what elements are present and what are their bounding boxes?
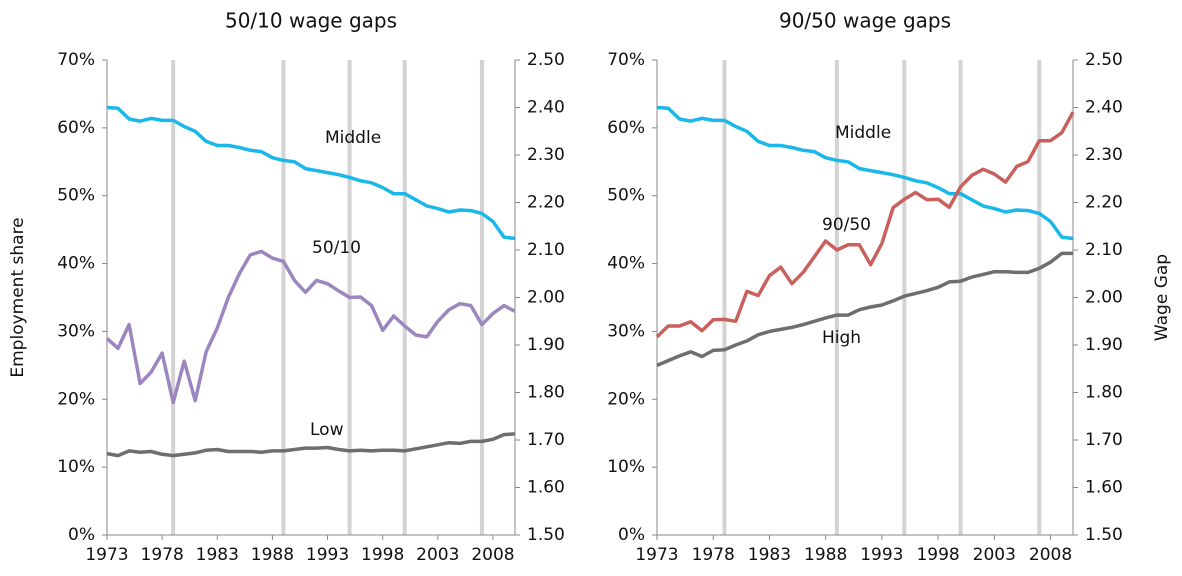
- y-tick-label: 50%: [57, 186, 95, 206]
- x-tick-label: 1993: [860, 545, 903, 565]
- chart-title: 50/10 wage gaps: [225, 9, 397, 33]
- y-tick-label: 0%: [68, 525, 95, 545]
- y2-tick-label: 1.90: [1085, 335, 1123, 355]
- y2-tick-label: 2.00: [527, 288, 565, 308]
- y2-tick-label: 2.20: [1085, 193, 1123, 213]
- x-tick-label: 1973: [635, 545, 678, 565]
- series-line: [105, 249, 516, 405]
- x-tick-label: 2003: [973, 545, 1016, 565]
- chart-title: 90/50 wage gaps: [779, 9, 951, 33]
- x-tick-label: 1998: [361, 545, 404, 565]
- x-tick-label: 1978: [141, 545, 184, 565]
- y2-tick-label: 1.80: [1085, 383, 1123, 403]
- y2-tick-label: 2.40: [527, 98, 565, 118]
- series-line: [106, 432, 516, 458]
- y-tick-label: 30%: [607, 321, 645, 341]
- y2-tick-label: 2.50: [1085, 50, 1123, 70]
- y2-tick-label: 2.30: [1085, 145, 1123, 165]
- y2-tick-label: 1.50: [527, 525, 565, 545]
- x-tick-label: 1983: [196, 545, 239, 565]
- y2-tick-label: 1.90: [527, 335, 565, 355]
- y2-tick-label: 1.70: [1085, 430, 1123, 450]
- y2-tick-label: 2.50: [527, 50, 565, 70]
- x-tick-label: 1988: [251, 545, 294, 565]
- y-tick-label: 20%: [607, 389, 645, 409]
- y2-tick-label: 1.60: [527, 478, 565, 498]
- x-tick-label: 1988: [804, 545, 847, 565]
- y-tick-label: 60%: [57, 118, 95, 138]
- x-tick-label: 2008: [471, 545, 514, 565]
- series-label: Middle: [325, 128, 381, 148]
- y-tick-label: 50%: [607, 186, 645, 206]
- x-tick-label: 1993: [306, 545, 349, 565]
- y-tick-label: 40%: [607, 254, 645, 274]
- series-label: 50/10: [312, 238, 361, 258]
- x-tick-label: 2008: [1029, 545, 1072, 565]
- y-tick-label: 10%: [607, 457, 645, 477]
- y2-tick-label: 2.10: [1085, 240, 1123, 260]
- y-axis-label: Employment share: [8, 217, 28, 377]
- series-label: Low: [310, 420, 344, 440]
- x-tick-label: 1983: [748, 545, 791, 565]
- y-tick-label: 70%: [57, 50, 95, 70]
- x-tick-label: 2003: [416, 545, 459, 565]
- y2-tick-label: 1.60: [1085, 478, 1123, 498]
- x-tick-label: 1973: [85, 545, 128, 565]
- y-tick-label: 20%: [57, 389, 95, 409]
- y-tick-label: 0%: [618, 525, 645, 545]
- series-label: High: [822, 328, 861, 348]
- series-line: [655, 111, 1075, 339]
- y2-tick-label: 2.00: [1085, 288, 1123, 308]
- series-label: Middle: [835, 123, 891, 143]
- series-line: [106, 105, 516, 241]
- y-tick-label: 40%: [57, 254, 95, 274]
- y2-tick-label: 1.50: [1085, 525, 1123, 545]
- x-tick-label: 1978: [692, 545, 735, 565]
- y-tick-label: 10%: [57, 457, 95, 477]
- y2-tick-label: 2.10: [527, 240, 565, 260]
- y-tick-label: 60%: [607, 118, 645, 138]
- y-tick-label: 70%: [607, 50, 645, 70]
- y-tick-label: 30%: [57, 321, 95, 341]
- y2-tick-label: 1.80: [527, 383, 565, 403]
- x-tick-label: 1998: [916, 545, 959, 565]
- series-line: [656, 251, 1073, 368]
- y2-tick-label: 1.70: [527, 430, 565, 450]
- series-line: [656, 105, 1074, 241]
- series-label: 90/50: [822, 215, 871, 235]
- y2-tick-label: 2.40: [1085, 98, 1123, 118]
- y2-tick-label: 2.30: [527, 145, 565, 165]
- y2-tick-label: 2.20: [527, 193, 565, 213]
- y2-axis-label: Wage Gap: [1152, 254, 1172, 341]
